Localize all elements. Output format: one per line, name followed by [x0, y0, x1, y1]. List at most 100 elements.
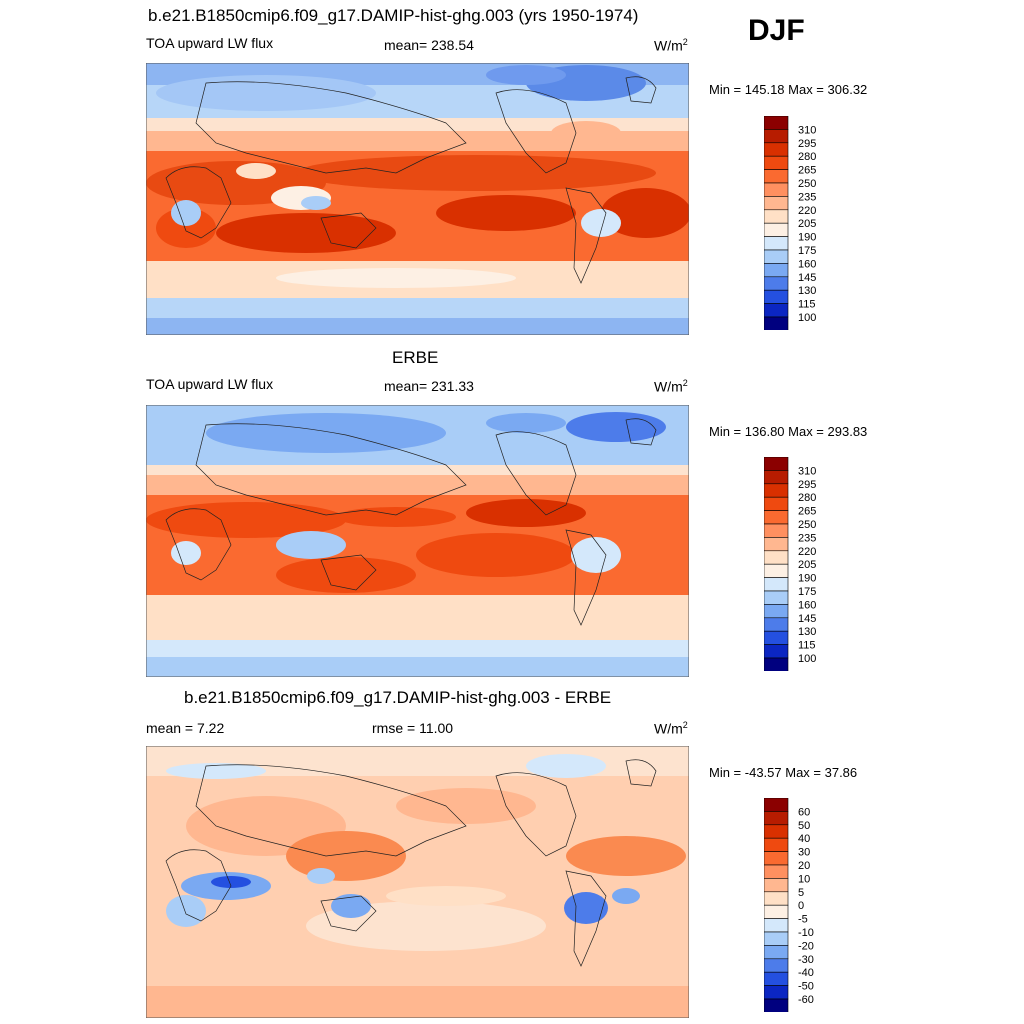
colorbar-tick-label: 220 [798, 546, 816, 558]
colorbar-swatch [763, 523, 789, 538]
colorbar-swatch [763, 316, 789, 331]
colorbar-tick-label: 235 [798, 532, 816, 544]
panel1-map [146, 63, 689, 335]
colorbar-tick-label: 30 [798, 847, 810, 859]
colorbar-swatch [763, 276, 789, 291]
colorbar-tick-label: 250 [798, 519, 816, 531]
panel1-mean-label: mean= 238.54 [384, 37, 474, 53]
colorbar-tick-label: 100 [798, 312, 816, 324]
panel3-map [146, 746, 689, 1018]
colorbar-swatch [763, 115, 789, 130]
colorbar-swatch [763, 155, 789, 170]
colorbar-tick-label: 10 [798, 873, 810, 885]
colorbar-tick-label: 295 [798, 479, 816, 491]
colorbar-tick-label: -10 [798, 927, 814, 939]
panel2-colorbar: 310 295 280 265 250 235 220 205 190 175 160 145 130 1… [763, 456, 864, 676]
colorbar-tick-label: 265 [798, 506, 816, 518]
colorbar-swatch [763, 196, 789, 211]
colorbar-tick-label: 190 [798, 573, 816, 585]
colorbar-swatch [763, 797, 789, 812]
colorbar-tick-label: 205 [798, 559, 816, 571]
colorbar-swatch [763, 851, 789, 866]
panel1-left-label: TOA upward LW flux [146, 35, 274, 51]
colorbar-swatch [763, 129, 789, 144]
season-label: DJF [748, 14, 805, 47]
colorbar-swatch [763, 456, 789, 471]
panel1-minmax: Min = 145.18 Max = 306.32 [709, 82, 868, 97]
colorbar-swatch [763, 496, 789, 511]
panel2-mean-label: mean= 231.33 [384, 378, 474, 394]
colorbar-swatch [763, 209, 789, 224]
colorbar-swatch [763, 182, 789, 197]
colorbar-swatch [763, 878, 789, 893]
colorbar-swatch [763, 289, 789, 304]
colorbar-tick-label: 295 [798, 138, 816, 150]
colorbar-swatch [763, 537, 789, 552]
panel1-units-label: W/m2 [654, 37, 688, 54]
colorbar-swatch [763, 142, 789, 157]
colorbar-tick-label: 280 [798, 151, 816, 163]
colorbar-swatch [763, 904, 789, 919]
colorbar-swatch [763, 971, 789, 986]
colorbar-tick-label: 130 [798, 285, 816, 297]
colorbar-swatch [763, 169, 789, 184]
colorbar-tick-label: -5 [798, 914, 808, 926]
panel3-title: b.e21.B1850cmip6.f09_g17.DAMIP-hist-ghg.… [184, 688, 612, 707]
colorbar-swatch [763, 657, 789, 672]
panel1-colorbar: 310 295 280 265 250 235 220 205 190 175 160 145 130 1… [763, 115, 864, 335]
colorbar-swatch [763, 236, 789, 251]
panel3-minmax: Min = -43.57 Max = 37.86 [709, 765, 858, 780]
colorbar-swatch [763, 958, 789, 973]
colorbar-swatch [763, 630, 789, 645]
colorbar-swatch [763, 483, 789, 498]
panel2-units-label: W/m2 [654, 378, 688, 395]
colorbar-tick-label: 60 [798, 806, 810, 818]
colorbar-swatch [763, 918, 789, 933]
panel2-minmax: Min = 136.80 Max = 293.83 [709, 424, 868, 439]
colorbar-swatch [763, 945, 789, 960]
colorbar-swatch [763, 891, 789, 906]
colorbar-tick-label: 20 [798, 860, 810, 872]
colorbar-tick-label: 190 [798, 232, 816, 244]
colorbar-tick-label: 160 [798, 258, 816, 270]
colorbar-tick-label: 40 [798, 833, 810, 845]
panel3-units-label: W/m2 [654, 720, 688, 737]
colorbar-tick-label: -40 [798, 967, 814, 979]
panel2-title: ERBE [392, 348, 439, 367]
colorbar-tick-label: 145 [798, 272, 816, 284]
colorbar-tick-label: -60 [798, 994, 814, 1006]
colorbar-tick-label: 220 [798, 205, 816, 217]
colorbar-swatch [763, 985, 789, 1000]
panel3-colorbar: 60 50 40 30 20 10 5 0 -5 -10 -20 -30 -40 -50 -60 [763, 797, 864, 1017]
colorbar-tick-label: 115 [798, 640, 816, 652]
colorbar-swatch [763, 303, 789, 318]
colorbar-swatch [763, 550, 789, 565]
panel2-left-label: TOA upward LW flux [146, 376, 274, 392]
panel3-rmse-label: rmse = 11.00 [372, 720, 454, 736]
colorbar-tick-label: 0 [798, 900, 804, 912]
colorbar-tick-label: 115 [798, 299, 816, 311]
colorbar-swatch [763, 577, 789, 592]
colorbar-swatch [763, 617, 789, 632]
colorbar-swatch [763, 811, 789, 826]
panel2-map [146, 405, 689, 677]
colorbar-tick-label: -50 [798, 981, 814, 993]
panel3-mean-label: mean = 7.22 [146, 720, 225, 736]
colorbar-swatch [763, 604, 789, 619]
colorbar-tick-label: 175 [798, 586, 816, 598]
colorbar-tick-label: 250 [798, 178, 816, 190]
colorbar-tick-label: 310 [798, 465, 816, 477]
colorbar-swatch [763, 864, 789, 879]
colorbar-tick-label: 50 [798, 820, 810, 832]
colorbar-tick-label: 160 [798, 599, 816, 611]
colorbar-tick-label: -30 [798, 954, 814, 966]
colorbar-tick-label: 280 [798, 492, 816, 504]
colorbar-swatch [763, 470, 789, 485]
colorbar-tick-label: 310 [798, 124, 816, 136]
colorbar-tick-label: 265 [798, 165, 816, 177]
panel1-title: b.e21.B1850cmip6.f09_g17.DAMIP-hist-ghg.… [148, 6, 639, 25]
colorbar-tick-label: 5 [798, 887, 804, 899]
